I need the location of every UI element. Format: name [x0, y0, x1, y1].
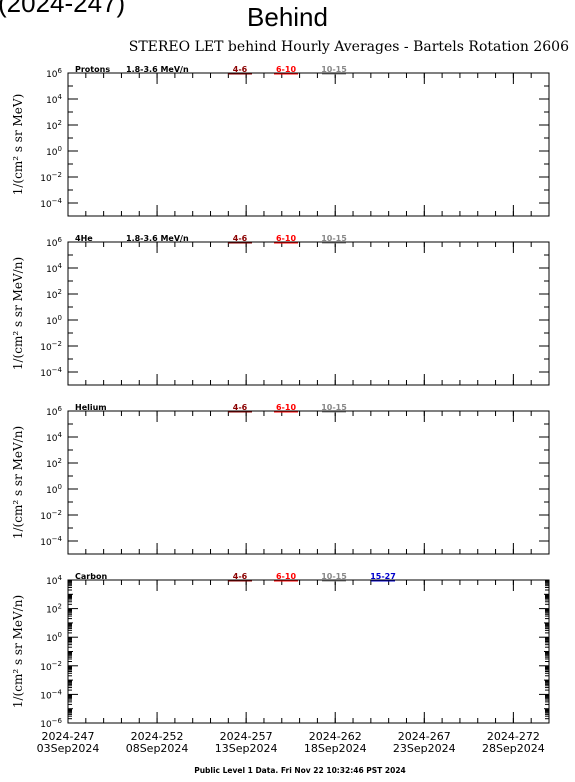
y-tick-label: 104 — [46, 93, 62, 106]
plot-frame-helium — [67, 410, 550, 555]
page-title: Behind — [247, 2, 328, 32]
plot-frame-4he — [67, 241, 550, 386]
y-tick-label: 104 — [46, 574, 62, 587]
y-tick-label: 102 — [46, 288, 62, 301]
truncated-header-text: (2024-247) — [0, 0, 126, 18]
x-tick-label-date: 03Sep2024 — [37, 742, 100, 755]
species-label: Helium — [75, 403, 107, 412]
x-tick-label-date: 13Sep2024 — [215, 742, 278, 755]
plot-frame-carbon — [67, 579, 550, 724]
y-tick-label: 10−4 — [40, 688, 62, 701]
y-tick-label: 106 — [46, 405, 62, 418]
y-tick-label: 10−2 — [40, 340, 62, 353]
legend-entry-10-15: 10-15 — [321, 65, 347, 74]
legend-entry-4-6: 4-6 — [233, 572, 248, 581]
x-tick-label-doy: 2024-267 — [398, 730, 451, 743]
footer-data-note: Public Level 1 Data. Fri Nov 22 10:32:46… — [194, 766, 406, 775]
legend-entry-10-15: 10-15 — [321, 403, 347, 412]
legend-entry-10-15: 10-15 — [321, 572, 347, 581]
y-tick-label: 10−4 — [40, 197, 62, 210]
y-tick-label: 10−4 — [40, 366, 62, 379]
legend-entry-4-6: 4-6 — [233, 234, 248, 243]
x-tick-label-doy: 2024-252 — [131, 730, 184, 743]
x-tick-label-doy: 2024-272 — [487, 730, 540, 743]
y-tick-label: 102 — [46, 603, 62, 616]
species-label: Protons — [75, 65, 110, 74]
y-tick-label: 104 — [46, 262, 62, 275]
y-tick-label: 106 — [46, 236, 62, 249]
y-tick-label: 102 — [46, 457, 62, 470]
y-tick-label: 106 — [46, 67, 62, 80]
y-tick-label: 10−6 — [40, 717, 62, 730]
y-tick-label: 100 — [46, 631, 62, 644]
y-tick-label: 100 — [46, 145, 62, 158]
legend-entry-4-6: 4-6 — [233, 65, 248, 74]
legend-entry-6-10: 6-10 — [276, 572, 296, 581]
y-tick-label: 10−2 — [40, 171, 62, 184]
legend-entry-15-27: 15-27 — [370, 572, 396, 581]
energy-range-label: 1.8-3.6 MeV/n — [126, 65, 189, 74]
y-tick-label: 10−4 — [40, 535, 62, 548]
chart-title: STEREO LET behind Hourly Averages - Bart… — [128, 39, 569, 55]
y-tick-label: 100 — [46, 314, 62, 327]
x-tick-label-date: 08Sep2024 — [126, 742, 189, 755]
x-tick-label-date: 28Sep2024 — [482, 742, 545, 755]
legend-entry-4-6: 4-6 — [233, 403, 248, 412]
energy-range-label: 1.8-3.6 MeV/n — [126, 234, 189, 243]
y-axis-label: 1/(cm² s sr MeV) — [11, 94, 25, 196]
y-tick-label: 10−2 — [40, 660, 62, 673]
y-axis-label: 1/(cm² s sr MeV/n) — [11, 595, 25, 708]
x-tick-label-date: 18Sep2024 — [304, 742, 367, 755]
legend-entry-6-10: 6-10 — [276, 403, 296, 412]
legend-entry-6-10: 6-10 — [276, 65, 296, 74]
plot-frame-protons — [67, 72, 550, 217]
y-axis-label: 1/(cm² s sr MeV/n) — [11, 257, 25, 370]
y-tick-label: 100 — [46, 483, 62, 496]
y-axis-label: 1/(cm² s sr MeV/n) — [11, 426, 25, 539]
y-tick-label: 10−2 — [40, 509, 62, 522]
x-tick-label-doy: 2024-247 — [42, 730, 95, 743]
species-label: 4He — [75, 234, 93, 243]
legend-entry-6-10: 6-10 — [276, 234, 296, 243]
y-tick-label: 104 — [46, 431, 62, 444]
legend-entry-10-15: 10-15 — [321, 234, 347, 243]
x-tick-label-date: 23Sep2024 — [393, 742, 456, 755]
species-label: Carbon — [75, 572, 107, 581]
x-tick-label-doy: 2024-262 — [309, 730, 362, 743]
x-tick-label-doy: 2024-257 — [220, 730, 273, 743]
y-tick-label: 102 — [46, 119, 62, 132]
